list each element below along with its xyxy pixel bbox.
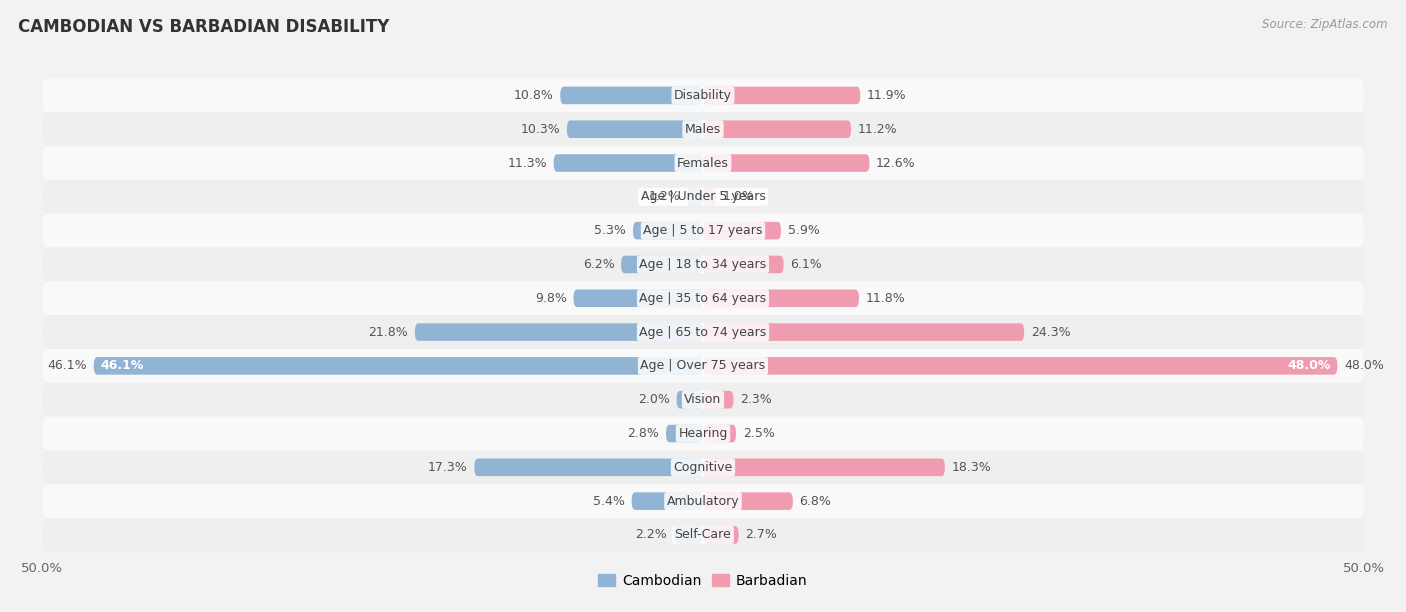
FancyBboxPatch shape <box>703 188 716 206</box>
Text: 21.8%: 21.8% <box>368 326 408 338</box>
Text: Hearing: Hearing <box>678 427 728 440</box>
Text: 1.2%: 1.2% <box>648 190 681 203</box>
Text: 5.9%: 5.9% <box>787 224 820 237</box>
FancyBboxPatch shape <box>554 154 703 172</box>
FancyBboxPatch shape <box>42 248 1364 282</box>
FancyBboxPatch shape <box>676 391 703 408</box>
FancyBboxPatch shape <box>42 382 1364 417</box>
Text: Cognitive: Cognitive <box>673 461 733 474</box>
Text: 2.5%: 2.5% <box>742 427 775 440</box>
FancyBboxPatch shape <box>703 121 851 138</box>
Text: Age | 18 to 34 years: Age | 18 to 34 years <box>640 258 766 271</box>
FancyBboxPatch shape <box>42 484 1364 518</box>
Text: Age | 35 to 64 years: Age | 35 to 64 years <box>640 292 766 305</box>
FancyBboxPatch shape <box>42 518 1364 552</box>
FancyBboxPatch shape <box>703 357 1337 375</box>
FancyBboxPatch shape <box>673 526 703 543</box>
Text: 48.0%: 48.0% <box>1288 359 1330 372</box>
Text: 2.7%: 2.7% <box>745 528 778 542</box>
FancyBboxPatch shape <box>42 282 1364 315</box>
FancyBboxPatch shape <box>415 323 703 341</box>
Text: 11.3%: 11.3% <box>508 157 547 170</box>
Text: 24.3%: 24.3% <box>1031 326 1070 338</box>
Text: 11.2%: 11.2% <box>858 123 897 136</box>
FancyBboxPatch shape <box>688 188 703 206</box>
Text: 10.3%: 10.3% <box>520 123 560 136</box>
FancyBboxPatch shape <box>703 526 738 543</box>
Text: Males: Males <box>685 123 721 136</box>
FancyBboxPatch shape <box>567 121 703 138</box>
FancyBboxPatch shape <box>42 417 1364 450</box>
Text: Self-Care: Self-Care <box>675 528 731 542</box>
Text: 46.1%: 46.1% <box>48 359 87 372</box>
FancyBboxPatch shape <box>42 450 1364 484</box>
Text: Females: Females <box>678 157 728 170</box>
Text: Age | Under 5 years: Age | Under 5 years <box>641 190 765 203</box>
Text: 2.3%: 2.3% <box>740 393 772 406</box>
FancyBboxPatch shape <box>42 349 1364 382</box>
Text: 6.2%: 6.2% <box>582 258 614 271</box>
FancyBboxPatch shape <box>703 323 1024 341</box>
FancyBboxPatch shape <box>703 458 945 476</box>
FancyBboxPatch shape <box>42 315 1364 349</box>
FancyBboxPatch shape <box>703 289 859 307</box>
Text: 18.3%: 18.3% <box>952 461 991 474</box>
Text: Age | 5 to 17 years: Age | 5 to 17 years <box>644 224 762 237</box>
Text: 11.9%: 11.9% <box>868 89 907 102</box>
Text: Source: ZipAtlas.com: Source: ZipAtlas.com <box>1263 18 1388 31</box>
Legend: Cambodian, Barbadian: Cambodian, Barbadian <box>593 569 813 594</box>
FancyBboxPatch shape <box>42 146 1364 180</box>
Text: 12.6%: 12.6% <box>876 157 915 170</box>
Text: 5.4%: 5.4% <box>593 494 626 507</box>
Text: Vision: Vision <box>685 393 721 406</box>
Text: 6.1%: 6.1% <box>790 258 823 271</box>
Text: 46.1%: 46.1% <box>100 359 143 372</box>
FancyBboxPatch shape <box>703 425 737 442</box>
FancyBboxPatch shape <box>703 87 860 104</box>
FancyBboxPatch shape <box>621 256 703 273</box>
Text: 48.0%: 48.0% <box>1344 359 1384 372</box>
FancyBboxPatch shape <box>703 391 734 408</box>
Text: 2.8%: 2.8% <box>627 427 659 440</box>
Text: 10.8%: 10.8% <box>513 89 554 102</box>
FancyBboxPatch shape <box>574 289 703 307</box>
Text: 1.0%: 1.0% <box>723 190 755 203</box>
Text: Age | Over 75 years: Age | Over 75 years <box>641 359 765 372</box>
Text: 2.2%: 2.2% <box>636 528 668 542</box>
Text: 9.8%: 9.8% <box>536 292 567 305</box>
Text: 5.3%: 5.3% <box>595 224 626 237</box>
FancyBboxPatch shape <box>42 78 1364 113</box>
Text: Disability: Disability <box>673 89 733 102</box>
FancyBboxPatch shape <box>42 113 1364 146</box>
FancyBboxPatch shape <box>633 222 703 239</box>
Text: Ambulatory: Ambulatory <box>666 494 740 507</box>
FancyBboxPatch shape <box>703 492 793 510</box>
FancyBboxPatch shape <box>666 425 703 442</box>
FancyBboxPatch shape <box>703 154 869 172</box>
Text: 2.0%: 2.0% <box>638 393 669 406</box>
Text: CAMBODIAN VS BARBADIAN DISABILITY: CAMBODIAN VS BARBADIAN DISABILITY <box>18 18 389 36</box>
Text: Age | 65 to 74 years: Age | 65 to 74 years <box>640 326 766 338</box>
FancyBboxPatch shape <box>703 256 783 273</box>
FancyBboxPatch shape <box>42 214 1364 248</box>
Text: 11.8%: 11.8% <box>866 292 905 305</box>
FancyBboxPatch shape <box>560 87 703 104</box>
FancyBboxPatch shape <box>42 180 1364 214</box>
Text: 17.3%: 17.3% <box>427 461 468 474</box>
Text: 6.8%: 6.8% <box>800 494 831 507</box>
FancyBboxPatch shape <box>474 458 703 476</box>
FancyBboxPatch shape <box>631 492 703 510</box>
FancyBboxPatch shape <box>703 222 780 239</box>
FancyBboxPatch shape <box>94 357 703 375</box>
